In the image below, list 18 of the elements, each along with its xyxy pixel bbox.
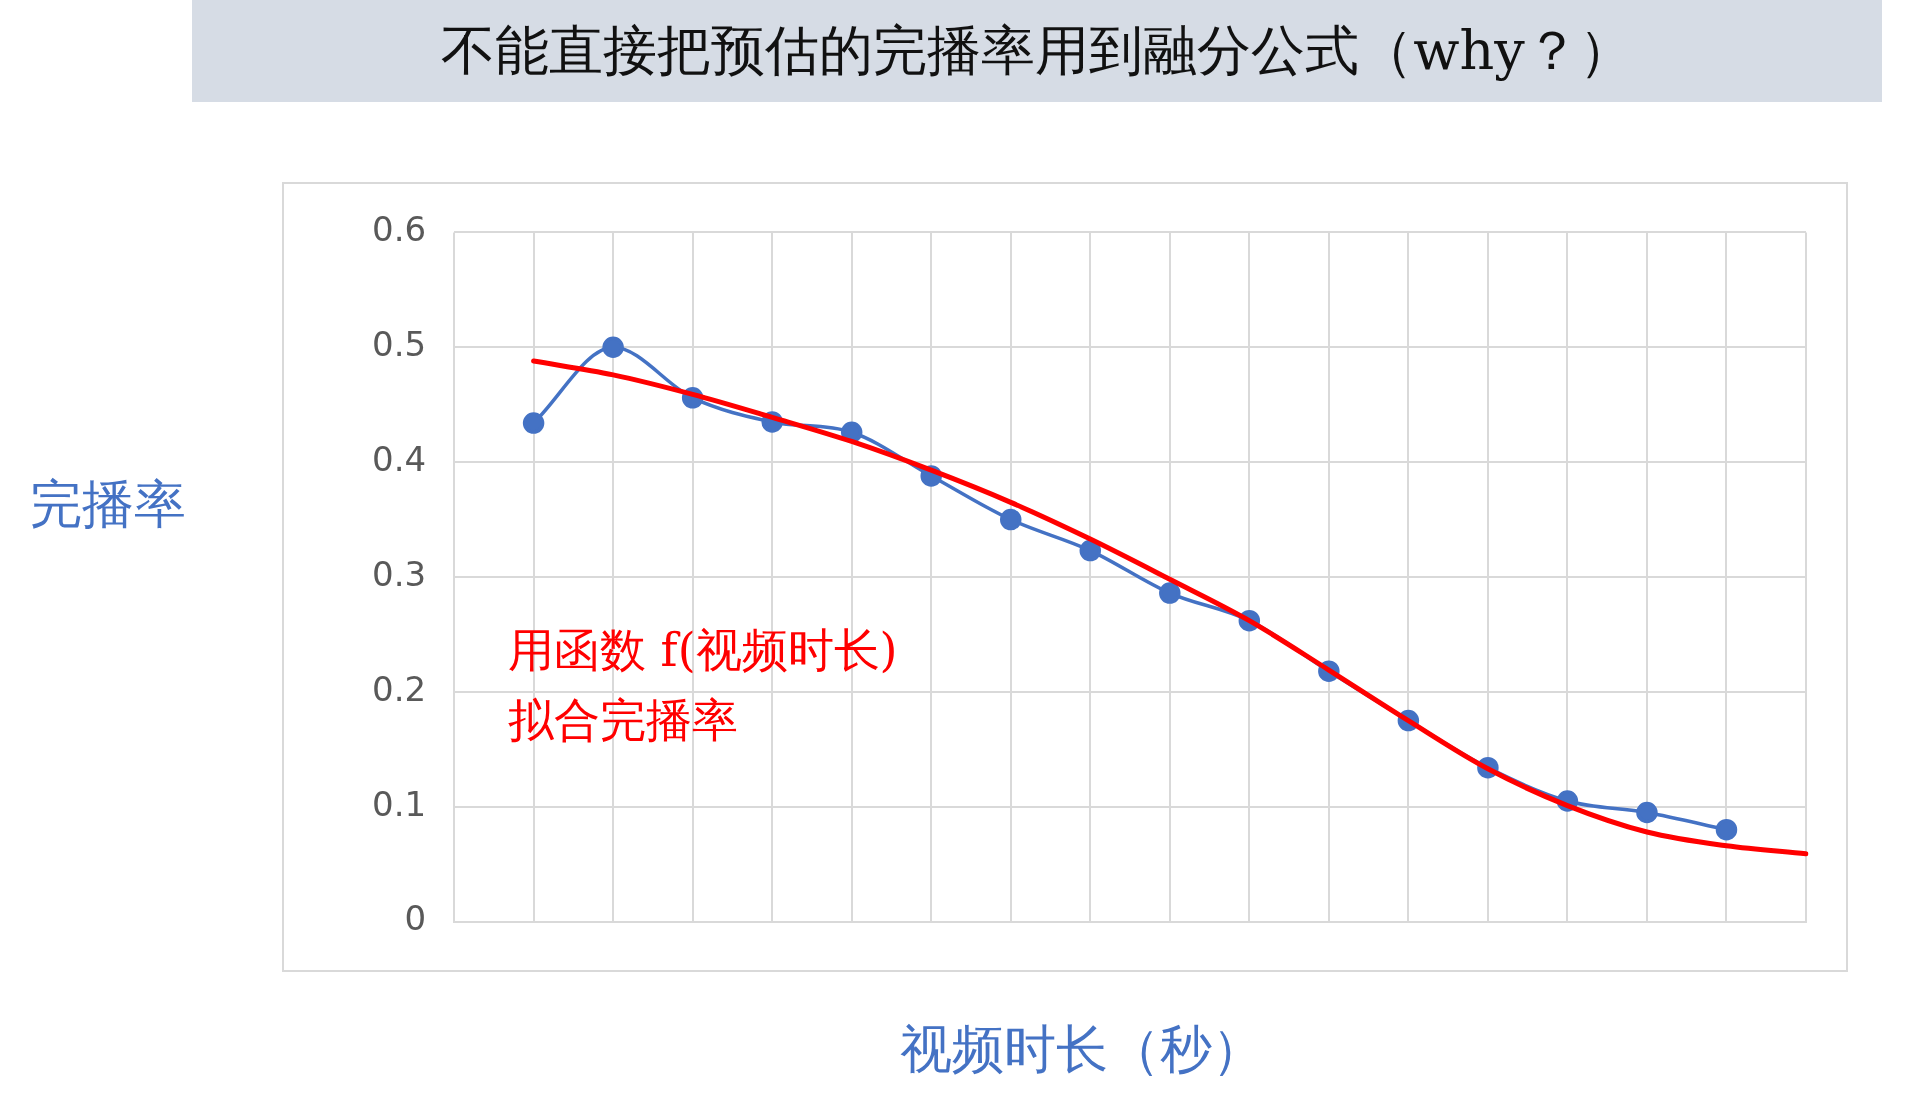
chart-title: 不能直接把预估的完播率用到融分公式（why？） xyxy=(192,0,1882,102)
point xyxy=(1079,539,1102,562)
y-tick-label: 0.3 xyxy=(371,553,427,594)
point xyxy=(1715,818,1738,841)
y-tick-label: 0.6 xyxy=(371,209,427,250)
point xyxy=(1000,508,1022,531)
x-axis-title: 视频时长（秒） xyxy=(900,1018,1264,1081)
y-tick-label: 0.2 xyxy=(371,668,427,709)
y-axis-title: 完播率 xyxy=(30,473,186,536)
point xyxy=(1636,801,1658,824)
y-tick-label: 0.5 xyxy=(371,324,427,365)
point xyxy=(1159,582,1181,604)
y-tick-label: 0.4 xyxy=(371,438,427,479)
point xyxy=(602,336,624,359)
y-tick-label: 0 xyxy=(404,898,427,939)
annotation: 用函数 f(视频时长) 拟合完播率 xyxy=(508,622,898,749)
point xyxy=(522,412,545,434)
y-tick-label: 0.1 xyxy=(371,783,427,824)
